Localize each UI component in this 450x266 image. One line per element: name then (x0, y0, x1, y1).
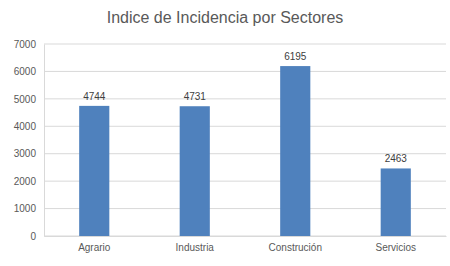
y-tick: 2000 (14, 176, 44, 187)
y-axis-line (44, 45, 45, 237)
x-tick-label: Agrario (78, 242, 111, 253)
plot-area: 0 1000 2000 3000 4000 5000 6000 7000 Agrario Indu… (14, 39, 447, 253)
y-tick-label: 3000 (14, 148, 37, 159)
chart-title: Indice de Incidencia por Sectores (107, 9, 344, 26)
y-tick: 7000 (14, 39, 44, 50)
grid (44, 44, 446, 236)
y-axis: 0 1000 2000 3000 4000 5000 6000 7000 (14, 39, 45, 242)
y-tick-label: 5000 (14, 94, 37, 105)
chart-container: Indice de Incidencia por Sectores 0 1000 20… (0, 0, 450, 266)
bars (79, 66, 411, 236)
background (0, 0, 450, 266)
y-tick-label: 1000 (14, 203, 37, 214)
y-tick: 5000 (14, 94, 44, 105)
bar (79, 106, 109, 236)
data-label: 2463 (385, 153, 408, 164)
bar (280, 66, 310, 236)
x-tick-label: Construción (269, 242, 322, 253)
grid-line (44, 71, 446, 72)
bar (180, 106, 210, 236)
grid-line (44, 44, 446, 45)
data-labels: 4744 4731 6195 2463 (83, 51, 407, 164)
x-tick: Construción (269, 236, 322, 253)
y-tick: 6000 (14, 66, 44, 77)
chart-svg: Indice de Incidencia por Sectores 0 1000 20… (0, 0, 450, 266)
x-axis: Agrario Industria Construción Servicios (45, 236, 447, 253)
bar (381, 168, 411, 236)
data-label: 6195 (284, 51, 307, 62)
x-tick: Industria (176, 236, 215, 253)
x-tick-label: Servicios (375, 242, 416, 253)
x-tick: Servicios (375, 236, 416, 253)
x-tick: Agrario (78, 236, 111, 253)
y-tick-label: 2000 (14, 176, 37, 187)
y-tick-label: 6000 (14, 66, 37, 77)
data-label: 4731 (184, 91, 207, 102)
y-tick-label: 7000 (14, 39, 37, 50)
y-tick-label: 0 (30, 231, 36, 242)
x-axis-line (45, 236, 447, 237)
x-tick-label: Industria (176, 242, 215, 253)
y-tick: 0 (30, 231, 44, 242)
y-tick-label: 4000 (14, 121, 37, 132)
y-tick: 1000 (14, 203, 44, 214)
data-label: 4744 (83, 91, 106, 102)
y-tick: 4000 (14, 121, 44, 132)
y-tick: 3000 (14, 148, 44, 159)
